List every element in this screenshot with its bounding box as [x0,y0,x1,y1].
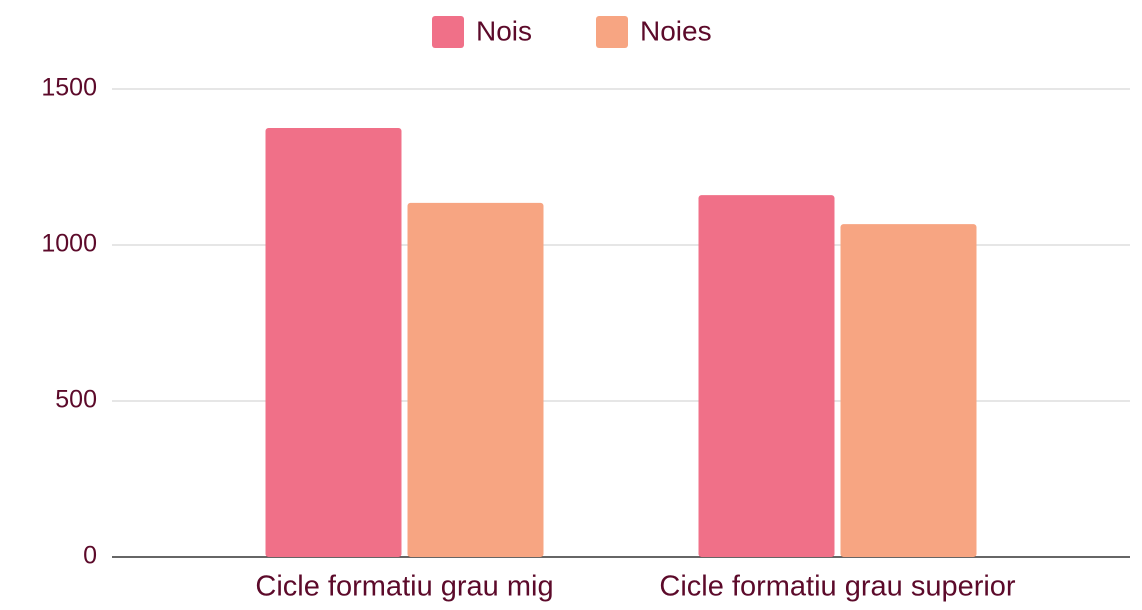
x-tick-label: Cicle formatiu grau superior [659,571,1016,603]
y-tick-label: 1000 [41,230,97,258]
y-tick-label: 0 [83,542,97,570]
bar [407,202,544,557]
bar [840,224,977,557]
bar [265,128,402,557]
legend-swatch [432,16,464,48]
legend-swatch [596,16,628,48]
y-tick-label: 500 [55,386,97,414]
x-tick-label: Cicle formatiu grau mig [255,571,553,603]
bar [698,195,835,557]
legend-label: Nois [476,15,532,46]
legend-label: Noies [640,15,712,46]
y-tick-label: 1500 [41,74,97,102]
